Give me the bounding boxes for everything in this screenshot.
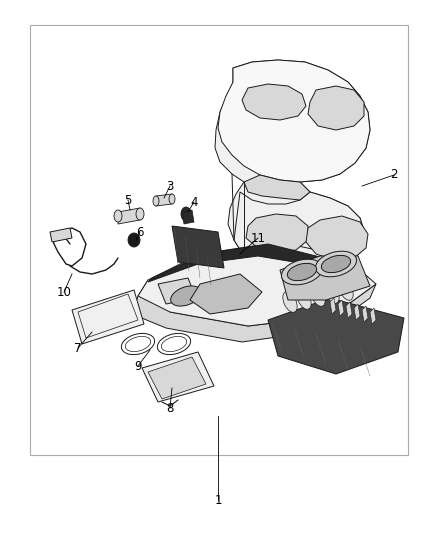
Text: 7: 7 [74, 342, 82, 354]
Polygon shape [370, 308, 376, 324]
Polygon shape [142, 352, 214, 402]
Text: 1: 1 [214, 494, 222, 506]
Ellipse shape [282, 259, 322, 285]
Ellipse shape [311, 286, 325, 306]
Ellipse shape [321, 255, 351, 273]
Ellipse shape [287, 263, 317, 281]
Polygon shape [338, 300, 344, 316]
Polygon shape [132, 280, 376, 342]
Text: 11: 11 [251, 231, 265, 245]
Ellipse shape [114, 210, 122, 222]
Text: 2: 2 [390, 168, 398, 182]
Text: 9: 9 [134, 359, 142, 373]
Polygon shape [190, 274, 262, 314]
Ellipse shape [206, 283, 234, 301]
Polygon shape [215, 60, 370, 276]
Polygon shape [172, 226, 224, 268]
Polygon shape [244, 175, 310, 200]
Polygon shape [72, 290, 144, 344]
Polygon shape [158, 278, 196, 304]
Polygon shape [50, 228, 72, 242]
Ellipse shape [339, 280, 353, 300]
Polygon shape [242, 84, 306, 120]
Ellipse shape [128, 233, 140, 247]
Polygon shape [118, 208, 140, 224]
Ellipse shape [297, 289, 311, 309]
Text: 10: 10 [57, 286, 71, 298]
Polygon shape [362, 306, 368, 322]
Polygon shape [148, 357, 206, 399]
Ellipse shape [325, 282, 339, 303]
Ellipse shape [315, 251, 357, 277]
Polygon shape [280, 256, 370, 300]
Text: 5: 5 [124, 193, 132, 206]
Text: 6: 6 [136, 225, 144, 238]
Text: 8: 8 [166, 401, 174, 415]
Ellipse shape [169, 194, 175, 204]
Polygon shape [246, 214, 308, 252]
Polygon shape [268, 298, 404, 374]
Bar [30, 25, 408, 455]
Polygon shape [218, 60, 370, 182]
Polygon shape [308, 86, 364, 130]
Ellipse shape [181, 207, 191, 221]
Polygon shape [330, 298, 336, 314]
Polygon shape [354, 304, 360, 320]
Polygon shape [148, 244, 324, 282]
Ellipse shape [171, 286, 201, 306]
Text: 3: 3 [166, 180, 174, 192]
Polygon shape [138, 242, 376, 326]
Polygon shape [234, 192, 365, 276]
Ellipse shape [136, 208, 144, 220]
Polygon shape [346, 302, 352, 318]
Polygon shape [182, 210, 194, 224]
Text: 4: 4 [190, 196, 198, 208]
Ellipse shape [283, 292, 297, 312]
Polygon shape [306, 216, 368, 260]
Polygon shape [156, 194, 172, 206]
Ellipse shape [153, 196, 159, 206]
